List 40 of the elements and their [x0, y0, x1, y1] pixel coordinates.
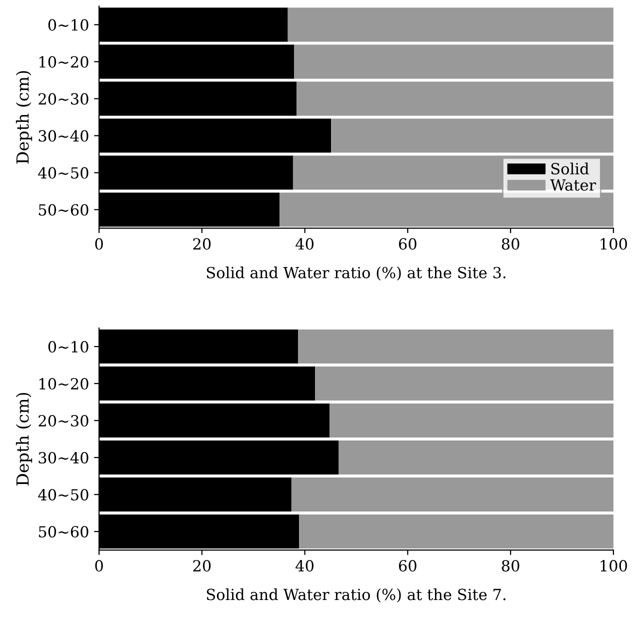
x-axis-title: Solid and Water ratio (%) at the Site 3.	[206, 266, 506, 281]
x-tick-label: 60	[398, 238, 416, 250]
y-tick-label: 20~30	[38, 93, 88, 105]
legend-label: Solid	[551, 162, 589, 174]
bar	[329, 404, 614, 438]
x-axis-title: Solid and Water ratio (%) at the Site 7.	[206, 588, 506, 602]
x-tick-label: 40	[296, 560, 314, 572]
x-tick-label: 0	[95, 560, 103, 572]
x-tick-label: 20	[193, 238, 211, 250]
bar	[294, 44, 614, 79]
y-axis-title: Depth (cm)	[16, 392, 32, 486]
bar	[288, 8, 614, 42]
bar	[331, 118, 614, 153]
x-tick-label: 60	[398, 560, 416, 572]
bar	[298, 330, 614, 364]
y-tick-label: 0~10	[48, 19, 88, 31]
legend-label: Water	[550, 179, 596, 191]
x-tick-label: 100	[600, 560, 628, 572]
y-tick-label: 40~50	[38, 167, 88, 179]
x-tick-label: 80	[502, 560, 520, 572]
y-tick-label: 10~20	[40, 378, 88, 390]
bar	[296, 82, 614, 116]
bar	[291, 478, 614, 512]
x-tick-label: 0	[95, 238, 103, 250]
y-tick-label: 0~10	[48, 341, 88, 353]
y-tick-label: 20~30	[38, 415, 88, 427]
bar	[338, 440, 614, 475]
y-axis-title: Depth (cm)	[16, 71, 32, 164]
y-tick-label: 30~40	[38, 130, 88, 142]
y-tick-label: 40~50	[38, 488, 88, 501]
x-tick-label: 20	[193, 560, 211, 572]
bar	[299, 514, 614, 549]
x-tick-label: 80	[502, 238, 520, 250]
y-tick-label: 30~40	[38, 452, 88, 464]
y-tick-label: 10~20	[40, 56, 88, 68]
x-tick-label: 100	[600, 238, 628, 250]
y-tick-label: 50~60	[38, 526, 88, 538]
x-tick-label: 40	[296, 238, 314, 250]
y-tick-label: 50~60	[38, 204, 88, 216]
bar	[315, 366, 614, 401]
